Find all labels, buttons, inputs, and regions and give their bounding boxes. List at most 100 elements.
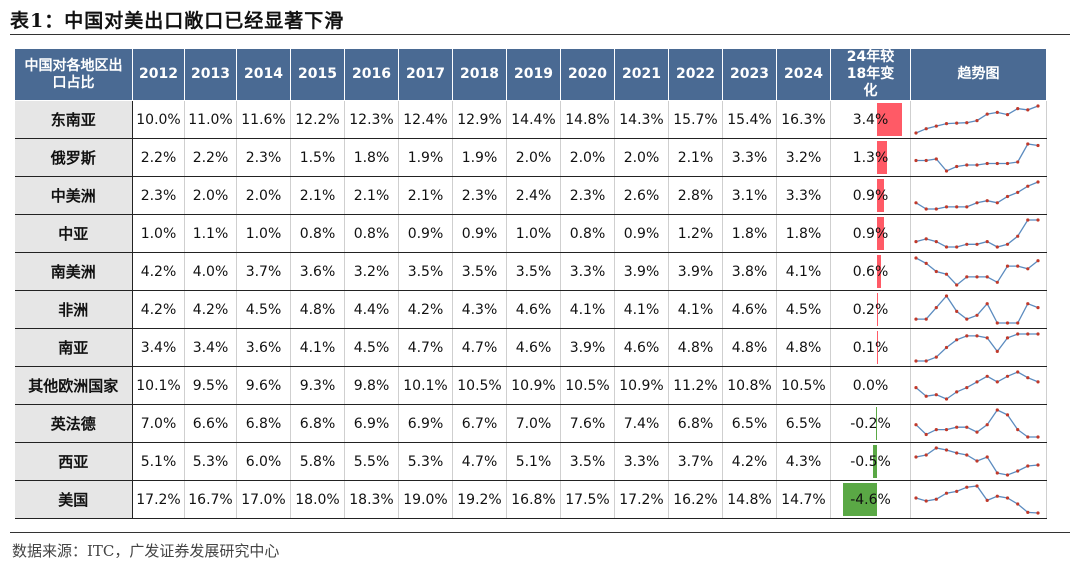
sparkline [914,104,1040,135]
sparkline-point [955,390,959,394]
sparkline-point [934,446,938,450]
delta-label: 0.6% [852,263,889,280]
export-share-table: 中国对各地区出口占比 2012 2013 2014 2015 2016 2017 2018 2… [14,48,1047,519]
sparkline-point [1026,108,1030,112]
value-cell: 5.8% [290,442,345,481]
trend-cell [910,176,1047,215]
value-cell: 19.0% [398,480,453,519]
delta-label: 0.9% [852,187,889,204]
value-cell: 5.3% [184,442,237,481]
sparkline-point [1016,332,1020,336]
sparkline-point [944,205,949,209]
trend-cell [910,214,1047,253]
value-cell: 3.2% [776,138,831,177]
delta-cell: 0.0% [830,366,911,405]
value-cell: 12.4% [398,100,453,139]
delta-label: 0.2% [852,301,889,318]
sparkline-line [916,294,1039,324]
value-cell: 4.5% [776,290,831,329]
sparkline-point [1036,259,1040,263]
value-cell: 0.8% [290,214,345,253]
sparkline-point [985,161,989,166]
value-cell: 2.3% [236,138,291,177]
value-cell: 15.7% [668,100,723,139]
sparkline-point [934,393,938,397]
value-cell: 1.0% [132,214,185,253]
delta-bar [873,445,877,478]
table-row: 西亚 5.1% 5.3% 6.0% 5.8% 5.5% 5.3% 4.7% 5.1% 3.5% 3.… [14,442,1047,481]
table-row: 俄罗斯 2.2% 2.2% 2.3% 1.5% 1.8% 1.9% 1.9% 2.0% 2.0% 2… [14,138,1047,177]
sparkline-point [995,245,999,249]
delta-bar [877,141,887,174]
sparkline-point [1016,370,1020,374]
sparkline-point [1005,161,1010,166]
sparkline-point [965,453,969,457]
value-cell: 16.2% [668,480,723,519]
value-cell: 7.0% [506,404,561,443]
value-cell: 4.1% [668,290,723,329]
row-region-name: 西亚 [14,442,133,481]
sparkline-point [944,122,949,126]
value-cell: 5.1% [506,442,561,481]
value-cell: 2.1% [344,176,399,215]
value-cell: 10.9% [506,366,561,405]
sparkline-point [995,110,999,114]
value-cell: 2.8% [668,176,723,215]
sparkline-point [914,256,918,260]
sparkline-point [1016,190,1020,194]
delta-label: 0.1% [852,339,889,356]
sparkline-line [916,143,1039,172]
sparkline-point [1036,435,1040,439]
value-cell: 4.7% [452,442,507,481]
header-year-2014: 2014 [236,48,291,101]
sparkline-point [1036,306,1040,310]
value-cell: 14.3% [614,100,669,139]
value-cell: 7.4% [614,404,669,443]
sparkline-point [1005,336,1010,340]
value-cell: 2.1% [668,138,723,177]
sparkline-point [924,499,928,503]
value-cell: 6.8% [290,404,345,443]
value-cell: 3.8% [722,252,777,291]
sparkline-point [965,334,969,338]
sparkline-point [924,237,928,241]
value-cell: 4.2% [132,252,185,291]
value-cell: 5.3% [398,442,453,481]
value-cell: 14.7% [776,480,831,519]
value-cell: 6.7% [452,404,507,443]
value-cell: 3.5% [452,252,507,291]
header-year-2018: 2018 [452,48,507,101]
header-year-2017: 2017 [398,48,453,101]
sparkline-point [995,280,999,284]
header-year-2024: 2024 [776,48,831,101]
value-cell: 10.9% [614,366,669,405]
sparkline-point [934,207,938,211]
trend-cell [910,480,1047,519]
sparkline-line [916,333,1038,362]
value-cell: 3.3% [560,252,615,291]
sparkline-point [965,205,969,209]
value-cell: 1.9% [452,138,507,177]
table-row: 南美洲 4.2% 4.0% 3.7% 3.6% 3.2% 3.5% 3.5% 3.5% 3.3% 3… [14,252,1047,291]
value-cell: 4.5% [236,290,291,329]
sparkline-point [934,306,938,310]
sparkline-point [924,394,928,398]
sparkline-point [955,245,959,249]
value-cell: 3.9% [614,252,669,291]
value-cell: 2.3% [560,176,615,215]
sparkline-point [1026,184,1030,188]
sparkline-point [934,157,938,161]
sparkline-point [944,272,949,276]
sparkline-point [924,359,928,363]
sparkline-point [1005,242,1010,246]
sparkline-point [914,158,918,163]
sparkline-point [1005,113,1010,117]
delta-bar [877,255,882,288]
sparkline-point [965,386,969,390]
sparkline-point [995,201,999,205]
value-cell: 1.0% [236,214,291,253]
delta-bar [843,483,877,516]
delta-label: -0.5% [850,453,891,470]
sparkline-point [1005,413,1010,417]
value-cell: 3.4% [132,328,185,367]
